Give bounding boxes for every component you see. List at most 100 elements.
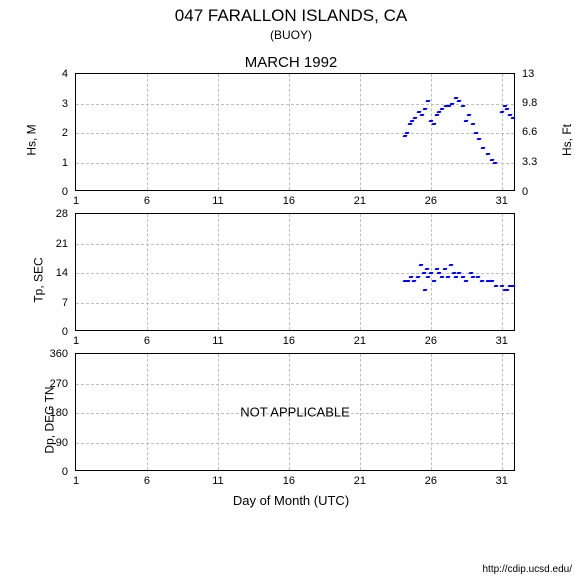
title-main: 047 FARALLON ISLANDS, CA	[0, 0, 582, 26]
tick-x: 26	[425, 335, 437, 347]
data-point	[418, 264, 423, 266]
grid-v	[218, 214, 219, 330]
tick-x: 21	[354, 195, 366, 207]
grid-h	[76, 133, 514, 134]
tick-y: 1	[62, 157, 68, 169]
panel-tp: 16111621263107142128Tp, SEC	[75, 213, 515, 331]
panel-dp: 161116212631090180270360Dp, DEG TNNOT AP…	[75, 353, 515, 471]
data-point	[426, 276, 431, 278]
tick-x: 1	[73, 335, 79, 347]
data-point	[407, 123, 412, 125]
tick-x: 6	[144, 335, 150, 347]
data-point	[479, 280, 484, 282]
tick-x: 6	[144, 475, 150, 487]
tick-x: 26	[425, 475, 437, 487]
data-point	[492, 162, 497, 164]
data-point	[434, 114, 439, 116]
grid-v	[360, 214, 361, 330]
data-point	[508, 114, 513, 116]
data-point	[431, 123, 436, 125]
grid-h	[76, 163, 514, 164]
data-point	[468, 272, 473, 274]
data-point	[499, 285, 504, 287]
tick-x: 16	[283, 335, 295, 347]
data-point	[423, 108, 428, 110]
tick-x: 11	[212, 475, 223, 487]
data-point	[408, 276, 413, 278]
data-point	[423, 289, 428, 291]
data-point	[445, 276, 450, 278]
data-point	[464, 280, 469, 282]
grid-v	[360, 354, 361, 470]
tick-y: 4	[62, 68, 68, 80]
tick-x: 26	[425, 195, 437, 207]
data-point	[471, 123, 476, 125]
grid-h	[76, 273, 514, 274]
panel-hs: 1611162126310123403.36.69.813Hs, FtHs, M	[75, 73, 515, 191]
data-point	[450, 103, 455, 105]
data-point	[434, 268, 439, 270]
not-applicable-text: NOT APPLICABLE	[240, 405, 350, 420]
data-point	[448, 264, 453, 266]
data-point	[489, 159, 494, 161]
title-sub: (BUOY)	[0, 28, 582, 42]
tick-y: 0	[62, 466, 68, 478]
tick-y: 21	[56, 238, 68, 250]
grid-v	[147, 214, 148, 330]
data-point	[475, 276, 480, 278]
data-point	[457, 100, 462, 102]
title-month: MARCH 1992	[0, 54, 582, 71]
footer-url: http://cdip.ucsd.edu/	[482, 564, 572, 575]
data-point	[454, 276, 459, 278]
tick-y: 90	[56, 437, 68, 449]
grid-v	[218, 74, 219, 190]
data-point	[416, 276, 421, 278]
y-label: Dp, DEG TN	[43, 386, 57, 453]
data-point	[426, 100, 431, 102]
tick-y: 3	[62, 98, 68, 110]
data-point	[505, 108, 510, 110]
data-point	[461, 105, 466, 107]
tick-x: 21	[354, 335, 366, 347]
tick-y-right: 6.6	[522, 126, 537, 138]
tick-x: 31	[496, 335, 508, 347]
tick-x: 31	[496, 475, 508, 487]
tick-y: 28	[56, 208, 68, 220]
tick-y: 0	[62, 186, 68, 198]
data-point	[410, 120, 415, 122]
grid-v	[147, 74, 148, 190]
y-label: Hs, M	[25, 124, 39, 155]
data-point	[481, 147, 486, 149]
data-point	[424, 268, 429, 270]
grid-h	[76, 384, 514, 385]
data-point	[403, 135, 408, 137]
grid-v	[289, 74, 290, 190]
data-point	[494, 285, 499, 287]
data-point	[454, 97, 459, 99]
tick-x: 6	[144, 195, 150, 207]
data-point	[404, 132, 409, 134]
grid-h	[76, 244, 514, 245]
grid-h	[76, 303, 514, 304]
data-point	[440, 276, 445, 278]
data-point	[406, 280, 411, 282]
tick-x: 1	[73, 475, 79, 487]
grid-v	[360, 74, 361, 190]
tick-y-right: 3.3	[522, 156, 537, 168]
tick-y-right: 0	[522, 186, 528, 198]
charts-container: 1611162126310123403.36.69.813Hs, FtHs, M…	[75, 73, 515, 471]
data-point	[461, 276, 466, 278]
data-point	[511, 285, 516, 287]
data-point	[431, 280, 436, 282]
data-point	[464, 120, 469, 122]
tick-x: 21	[354, 475, 366, 487]
tick-x: 16	[283, 475, 295, 487]
tick-y: 0	[62, 326, 68, 338]
tick-x: 16	[283, 195, 295, 207]
grid-v	[431, 74, 432, 190]
grid-v	[289, 214, 290, 330]
tick-y: 14	[56, 267, 68, 279]
data-point	[467, 114, 472, 116]
grid-v	[502, 354, 503, 470]
data-point	[428, 272, 433, 274]
